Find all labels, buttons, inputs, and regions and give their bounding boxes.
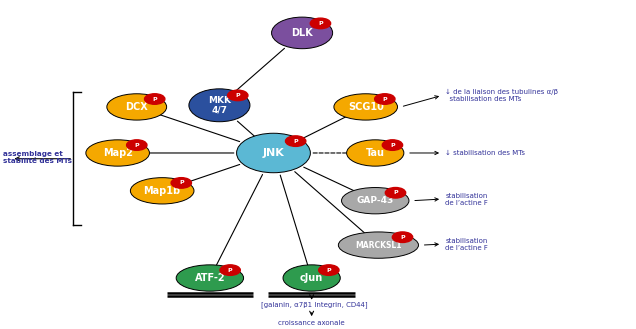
Text: ↓ stabilisation des MTs: ↓ stabilisation des MTs [445, 150, 525, 156]
Circle shape [127, 140, 147, 150]
Ellipse shape [272, 17, 333, 49]
Text: P: P [393, 190, 398, 195]
Text: cJun: cJun [300, 273, 323, 283]
Text: P: P [153, 96, 157, 102]
Text: P: P [228, 267, 232, 273]
Text: P: P [400, 235, 405, 240]
Circle shape [144, 94, 165, 104]
Text: DCX: DCX [125, 102, 148, 112]
Ellipse shape [130, 178, 194, 204]
Circle shape [375, 94, 395, 104]
Circle shape [228, 90, 248, 101]
Text: Tau: Tau [366, 148, 385, 158]
Text: P: P [179, 180, 184, 186]
Text: P: P [382, 96, 387, 102]
Ellipse shape [342, 188, 409, 214]
Text: ATF-2: ATF-2 [195, 273, 225, 283]
Text: P: P [134, 142, 139, 148]
Text: stabilisation
de l’actine F: stabilisation de l’actine F [445, 238, 488, 251]
Ellipse shape [283, 265, 340, 291]
Text: Map1b: Map1b [144, 186, 181, 196]
Ellipse shape [189, 89, 250, 122]
Ellipse shape [237, 133, 310, 173]
Circle shape [385, 188, 406, 198]
Text: SCG10: SCG10 [348, 102, 384, 112]
Text: P: P [318, 21, 322, 26]
Text: P: P [390, 142, 395, 148]
Text: ↓ de la liaison des tubulines α/β
  stabilisation des MTs: ↓ de la liaison des tubulines α/β stabil… [445, 89, 558, 102]
Text: P: P [293, 139, 298, 144]
Text: MARCKSL1: MARCKSL1 [355, 240, 402, 250]
Ellipse shape [176, 265, 244, 291]
Ellipse shape [86, 140, 149, 166]
Text: croissance axonale: croissance axonale [279, 320, 345, 326]
Text: P: P [326, 267, 331, 273]
Text: JNK: JNK [263, 148, 284, 158]
Text: Map2: Map2 [102, 148, 133, 158]
Circle shape [382, 140, 403, 150]
Ellipse shape [338, 232, 418, 258]
Circle shape [171, 178, 191, 188]
Circle shape [319, 265, 339, 275]
Circle shape [310, 18, 331, 29]
Circle shape [392, 232, 413, 242]
Text: [galanin, α7β1 Integrin, CD44]: [galanin, α7β1 Integrin, CD44] [261, 301, 368, 308]
Text: GAP-43: GAP-43 [357, 196, 394, 205]
Text: MKK
4/7: MKK 4/7 [208, 96, 231, 115]
Ellipse shape [107, 94, 167, 120]
Ellipse shape [347, 140, 404, 166]
Text: stabilisation
de l’actine F: stabilisation de l’actine F [445, 192, 488, 206]
Text: assemblage et
stabilité des MTs: assemblage et stabilité des MTs [3, 151, 72, 164]
Circle shape [286, 136, 306, 146]
Text: DLK: DLK [291, 28, 313, 38]
Ellipse shape [334, 94, 398, 120]
Text: P: P [235, 93, 240, 98]
Circle shape [220, 265, 240, 275]
